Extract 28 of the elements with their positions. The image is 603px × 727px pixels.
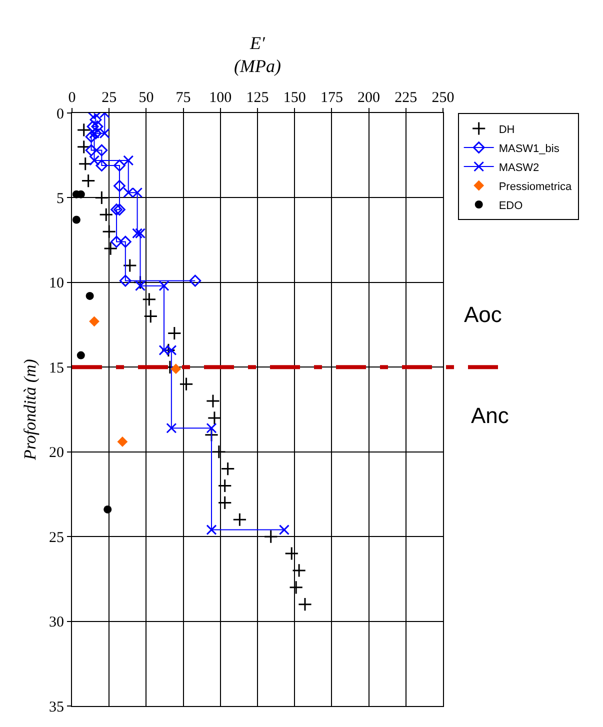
x-tick-label: 50 [138,90,154,106]
y-tick-label: 15 [49,360,64,376]
x-tick-label: 125 [246,90,269,106]
x-tick-label: 150 [283,90,306,106]
y-tick-label: 35 [49,699,64,716]
y-tick-label: 5 [56,190,64,207]
x-tick-label: 25 [102,90,117,106]
y-tick-label: 10 [49,276,64,292]
y-tick-label: 20 [49,445,64,462]
text: Aoc [464,302,502,327]
text: Anc [471,403,509,428]
x-tick-label: 0 [68,90,76,106]
x-tick-label: 175 [320,90,343,106]
x-tick-label: 75 [176,90,191,106]
legend-label: EDO [498,200,524,212]
y-tick-label: 25 [49,530,64,546]
y-tick-label: 30 [49,614,64,631]
x-tick-label: 100 [209,90,232,106]
legend-label: MASW2 [498,162,540,174]
x-tick-label: 250 [432,90,454,106]
x-tick-label: 200 [358,90,380,106]
legend-label: DH [498,124,515,136]
legend-label: Pressiometrica [498,180,572,193]
y-tick-label: 0 [56,106,64,122]
y-axis-title: Profondità (m) [20,358,40,461]
legend-label: MASW1_bis [498,142,560,155]
x-tick-label: 225 [394,90,418,106]
x-axis-title: E′ (MPa) [234,32,281,76]
